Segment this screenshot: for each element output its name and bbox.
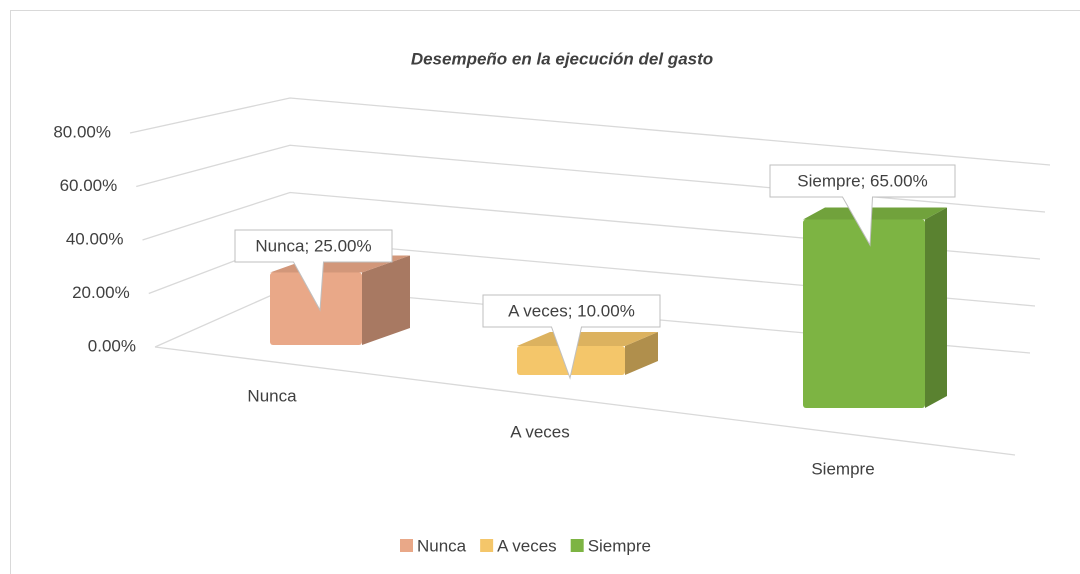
legend-swatch <box>570 539 584 552</box>
data-label: Siempre; 65.00% <box>797 171 927 190</box>
bar <box>270 272 362 345</box>
bar-top <box>517 332 658 346</box>
data-label: Nunca; 25.00% <box>255 236 371 255</box>
bar-side <box>625 332 658 375</box>
bar-side <box>362 255 410 345</box>
bar-top <box>803 207 947 220</box>
y-tick-label: 40.00% <box>66 229 124 248</box>
y-tick-label: 80.00% <box>53 122 111 141</box>
chart-title: Desempeño en la ejecución del gasto <box>411 49 713 68</box>
data-label: A veces; 10.00% <box>508 301 635 320</box>
bar-side <box>925 207 947 408</box>
data-label-callout <box>769 164 956 247</box>
legend-label: A veces <box>497 536 557 555</box>
legend-label: Siempre <box>588 536 651 555</box>
legend-swatch <box>400 539 413 552</box>
data-label-callout <box>234 229 393 312</box>
x-tick-label: A veces <box>510 422 570 441</box>
legend-swatch <box>480 539 494 552</box>
bar <box>803 219 925 408</box>
legend-label: Nunca <box>417 536 467 555</box>
grid-line <box>142 191 1041 260</box>
data-label-callout <box>482 294 661 380</box>
y-tick-label: 0.00% <box>88 336 136 355</box>
y-tick-label: 60.00% <box>60 176 118 195</box>
y-tick-label: 20.00% <box>72 283 130 302</box>
x-tick-label: Siempre <box>811 459 874 478</box>
floor-edge <box>154 346 1016 456</box>
grid-line <box>129 97 1051 166</box>
x-tick-label: Nunca <box>247 386 297 405</box>
